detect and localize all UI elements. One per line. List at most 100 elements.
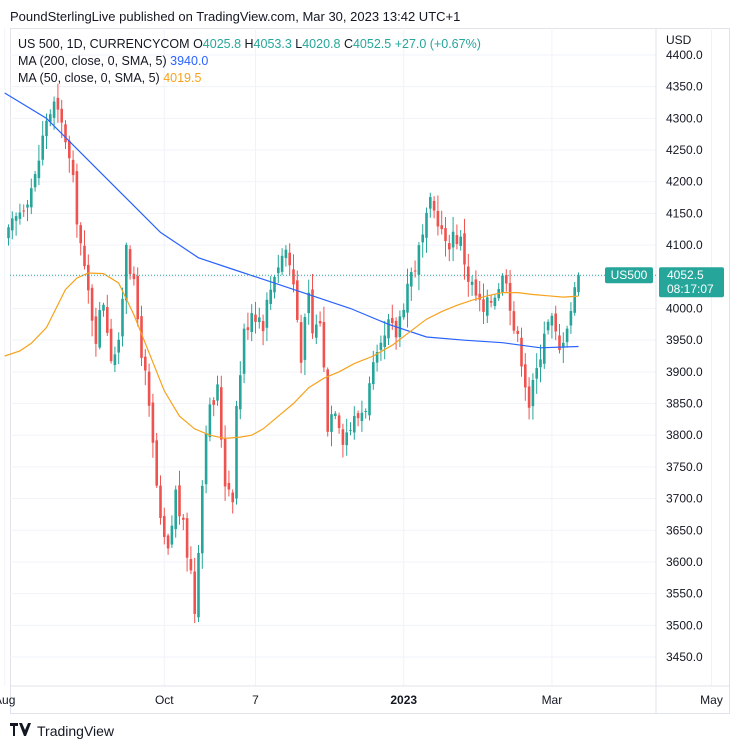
y-tick-label: 3600.0 xyxy=(666,555,703,569)
candle xyxy=(364,408,367,419)
candle-body xyxy=(421,234,424,243)
candle xyxy=(531,373,535,420)
legend: US 500, 1D, CURRENCYCOM O4025.8 H4053.3 … xyxy=(18,36,481,87)
candle xyxy=(368,376,371,421)
candle-body xyxy=(364,411,367,413)
candle-body xyxy=(11,218,14,231)
candle xyxy=(45,113,48,149)
candle xyxy=(383,320,386,360)
candle-body xyxy=(94,316,98,344)
candle xyxy=(128,245,132,280)
candle-body xyxy=(406,283,409,313)
candle xyxy=(558,324,561,354)
candle-body xyxy=(75,171,79,225)
candle-body xyxy=(71,159,75,176)
candle xyxy=(448,234,451,262)
x-tick-label: Oct xyxy=(155,693,174,707)
candle xyxy=(159,475,162,525)
candle xyxy=(493,294,497,310)
candle xyxy=(413,260,417,278)
candle xyxy=(353,406,356,440)
candle xyxy=(26,200,29,222)
legend-symbol: US 500, 1D, CURRENCYCOM xyxy=(18,37,190,51)
candle-body xyxy=(360,412,364,422)
candle xyxy=(554,305,557,341)
currency-label: USD xyxy=(666,33,692,47)
legend-ohlc-row: US 500, 1D, CURRENCYCOM O4025.8 H4053.3 … xyxy=(18,36,481,53)
candle xyxy=(387,313,390,345)
legend-open-label: O xyxy=(193,37,203,51)
y-tick-label: 4000.0 xyxy=(666,301,703,315)
candle xyxy=(75,163,79,238)
candle-body xyxy=(79,225,82,244)
candle xyxy=(467,253,470,297)
y-tick-label: 4150.0 xyxy=(666,206,703,220)
y-tick-label: 4100.0 xyxy=(666,238,703,252)
candle xyxy=(273,275,276,299)
candle-body xyxy=(258,317,261,323)
candle xyxy=(56,83,60,123)
y-tick-label: 4200.0 xyxy=(666,175,703,189)
candle xyxy=(144,349,147,386)
candle-body xyxy=(185,518,189,558)
candle-body xyxy=(516,330,519,334)
candle-body xyxy=(163,515,166,538)
candle-body xyxy=(455,235,459,245)
candle xyxy=(246,312,250,340)
candle-body xyxy=(208,404,212,438)
candle xyxy=(174,485,177,538)
candle xyxy=(311,274,314,339)
candle-body xyxy=(379,342,383,350)
candle-body xyxy=(391,318,394,323)
y-tick-label: 3900.0 xyxy=(666,365,703,379)
candle xyxy=(90,284,94,337)
candle-body xyxy=(372,362,375,385)
candle-body xyxy=(394,320,398,338)
candle xyxy=(543,321,546,369)
candle-body xyxy=(520,337,523,367)
candle xyxy=(178,470,181,525)
candle-body xyxy=(288,252,291,266)
candle xyxy=(197,544,200,623)
candle xyxy=(265,292,269,342)
candle xyxy=(22,204,25,217)
candle-body xyxy=(113,354,117,366)
candle-body xyxy=(231,492,234,503)
legend-ma50-row[interactable]: MA (50, close, 0, SMA, 5) 4019.5 xyxy=(18,70,481,87)
candle-body xyxy=(254,314,257,322)
candle-body xyxy=(569,311,573,326)
candle-body xyxy=(341,429,345,445)
candle-body xyxy=(562,342,565,348)
candle xyxy=(106,294,109,336)
candle-body xyxy=(33,174,37,188)
candle-body xyxy=(292,269,295,285)
legend-ma200-row[interactable]: MA (200, close, 0, SMA, 5) 3940.0 xyxy=(18,53,481,70)
candle xyxy=(421,224,424,258)
chart-frame[interactable] xyxy=(10,28,730,714)
candle xyxy=(372,350,375,390)
y-tick-label: 4350.0 xyxy=(666,80,703,94)
candle xyxy=(125,242,128,314)
candle-body xyxy=(558,335,561,351)
candle-body xyxy=(463,233,466,265)
candle-body xyxy=(45,120,48,137)
candle-body xyxy=(170,525,174,545)
candle-body xyxy=(7,227,10,239)
tradingview-logo-icon xyxy=(10,723,32,739)
candle-body xyxy=(189,559,193,571)
candle xyxy=(459,229,462,251)
candle xyxy=(516,326,519,342)
candle xyxy=(356,410,360,427)
candle-body xyxy=(121,298,124,337)
candle xyxy=(94,307,98,357)
candle-body xyxy=(284,249,288,259)
x-tick-label: 2023 xyxy=(390,693,417,707)
candle xyxy=(326,367,329,437)
footer-brand-name: TradingView xyxy=(37,723,115,739)
legend-low-label: L xyxy=(295,37,303,51)
candle xyxy=(524,353,527,401)
footer-brand[interactable]: TradingView xyxy=(10,723,114,739)
legend-high-label: H xyxy=(244,37,254,51)
candle xyxy=(60,99,63,139)
